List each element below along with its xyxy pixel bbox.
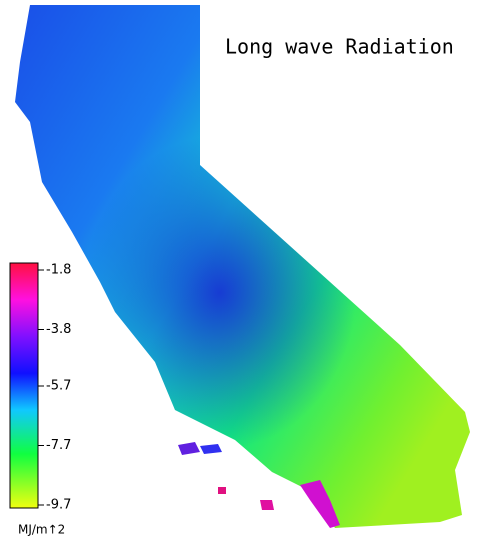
tick-label: -9.7 (46, 498, 71, 513)
tick-label: -5.7 (46, 379, 71, 394)
colorbar (9, 262, 39, 509)
tick-label: -3.8 (46, 322, 71, 337)
tick-label: -7.7 (46, 438, 71, 453)
map-title: Long wave Radiation (225, 35, 454, 59)
california (15, 5, 470, 528)
tick-label: -1.8 (46, 263, 71, 278)
colorbar-unit: MJ/m↑2 (18, 523, 65, 537)
colorbar-ticks: -1.8 -3.8 -5.7 -7.7 -9.7 (38, 263, 71, 513)
